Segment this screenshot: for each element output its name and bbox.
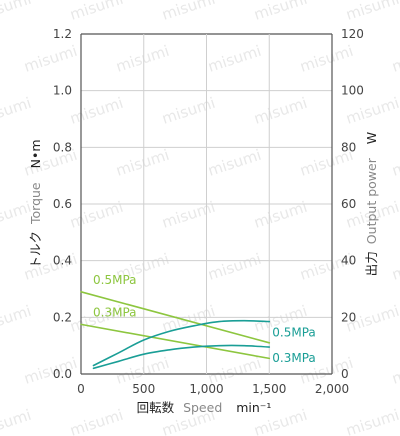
x-tick-label: 500 [132,382,155,396]
left-axis-title: トルク Torque N•m [28,139,43,268]
left-axis-unit: N•m [28,139,43,168]
watermark-text: misumi [68,198,126,232]
right-axis-title-jp: 出力 [364,251,379,276]
watermark-text: misumi [68,0,126,24]
right-axis-title-en: Output power [364,157,379,244]
watermark-text: misumi [0,0,33,24]
x-tick-label: 1,000 [189,382,223,396]
watermark-text: misumi [68,94,126,128]
watermark-text: misumi [160,302,218,336]
left-tick-label: 0.6 [53,197,72,211]
watermark-text: misumi [22,42,80,76]
left-axis-title-en: Torque [28,182,43,225]
right-tick-label: 40 [341,254,356,268]
series-label-output: 0.3MPa [272,351,316,365]
watermark-text: misumi [160,94,218,128]
right-tick-label: 120 [341,27,364,41]
x-tick-label: 0 [77,382,85,396]
watermark-text: misumi [206,250,264,284]
watermark-text: misumi [0,302,33,336]
series-line-torque-0 [80,291,271,344]
right-tick-label: 60 [341,197,356,211]
watermark-text: misumi [344,406,400,436]
watermark-text: misumi [390,250,400,284]
watermark-text: misumi [344,94,400,128]
left-tick-label: 0.2 [53,310,72,324]
left-tick-label: 1.2 [53,27,72,41]
right-axis-title: 出力 Output power W [364,132,379,276]
watermark-text: misumi [390,146,400,180]
series-line-output-3 [92,344,271,370]
tick-labels: 0 500 1,000 1,500 2,000 0.0 0.2 0.4 0.6 0.8 1.0 1.2… [53,27,364,396]
right-axis-unit: W [364,132,379,144]
watermark-text: misumi [114,146,172,180]
watermark-text: misumi [0,406,33,436]
watermark-text: misumi [206,42,264,76]
watermark-text: misumi [160,198,218,232]
x-tick-label: 1,500 [252,382,286,396]
watermark-text: misumi [390,354,400,388]
watermark-text: misumi [160,0,218,24]
grid-lines [80,33,333,375]
left-tick-label: 0.0 [53,367,72,381]
right-tick-label: 100 [341,84,364,98]
watermark-text: misumi [252,94,310,128]
left-axis-title-jp: トルク [28,231,43,269]
x-axis-title-en: Speed [183,400,222,415]
series-labels: 0.5MPa 0.3MPa 0.5MPa 0.3MPa [93,273,316,365]
series-layer [80,291,271,370]
watermark-text: misumi [298,42,356,76]
series-line-torque-1 [80,323,271,360]
watermark-text: misumi [0,94,33,128]
x-axis-unit: min⁻¹ [236,400,271,415]
series-label-output: 0.5MPa [272,326,316,340]
x-axis-title: 回転数 Speed min⁻¹ [137,400,272,415]
watermark-text: misumi [252,198,310,232]
right-tick-label: 80 [341,140,356,154]
right-tick-label: 0 [341,367,349,381]
watermark-text: misumi [206,146,264,180]
left-tick-label: 0.4 [53,254,72,268]
series-line-output-2 [92,319,271,367]
watermark-text: misumi [344,0,400,24]
series-label-torque: 0.5MPa [93,273,137,287]
x-axis-title-jp: 回転数 [137,400,175,415]
watermark-text: misumi [252,0,310,24]
series-label-torque: 0.3MPa [93,305,137,319]
x-tick-label: 2,000 [315,382,349,396]
left-tick-label: 0.8 [53,140,72,154]
watermark-text: misumi [114,42,172,76]
watermark-text: misumi [390,42,400,76]
right-tick-label: 20 [341,310,356,324]
left-tick-label: 1.0 [53,84,72,98]
watermark-text: misumi [68,406,126,436]
